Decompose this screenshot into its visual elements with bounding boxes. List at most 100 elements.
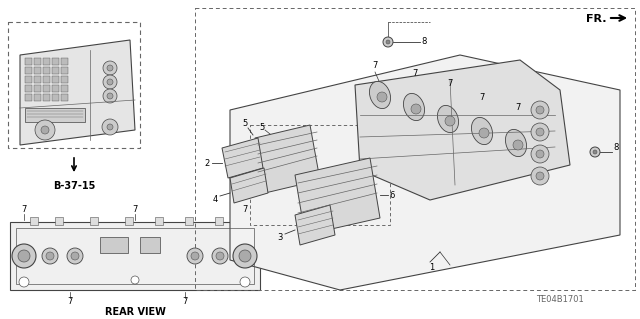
Bar [30, 217, 38, 225]
Text: 7: 7 [515, 102, 521, 112]
Circle shape [531, 145, 549, 163]
Polygon shape [255, 125, 320, 193]
Bar [43, 94, 50, 101]
Circle shape [531, 123, 549, 141]
Bar [25, 94, 32, 101]
Circle shape [479, 128, 489, 138]
Bar [25, 108, 85, 122]
Text: FR.: FR. [586, 14, 606, 24]
Bar [43, 67, 50, 74]
Circle shape [107, 93, 113, 99]
Circle shape [240, 277, 250, 287]
Text: 7: 7 [447, 79, 452, 88]
Text: 7: 7 [67, 298, 73, 307]
Circle shape [513, 140, 523, 150]
Text: REAR VIEW: REAR VIEW [104, 307, 165, 317]
Bar [52, 76, 59, 83]
Circle shape [19, 277, 29, 287]
Bar [43, 85, 50, 92]
Circle shape [590, 147, 600, 157]
Polygon shape [295, 205, 335, 245]
Bar [34, 94, 41, 101]
Polygon shape [230, 55, 620, 290]
Text: 7: 7 [21, 205, 27, 214]
Text: 2: 2 [204, 159, 210, 167]
Text: TE04B1701: TE04B1701 [536, 295, 584, 305]
Circle shape [107, 79, 113, 85]
Text: B-37-15: B-37-15 [53, 181, 95, 191]
Text: 7: 7 [243, 205, 248, 214]
Bar [61, 94, 68, 101]
Circle shape [536, 128, 544, 136]
Circle shape [593, 150, 597, 154]
Polygon shape [20, 40, 135, 145]
Bar [61, 67, 68, 74]
Ellipse shape [403, 93, 424, 121]
Bar [10, 222, 260, 290]
Bar [215, 217, 223, 225]
Bar [43, 76, 50, 83]
Text: 5: 5 [243, 120, 248, 129]
Ellipse shape [472, 117, 493, 145]
Circle shape [386, 40, 390, 44]
Bar [25, 67, 32, 74]
Circle shape [216, 252, 224, 260]
Circle shape [103, 61, 117, 75]
Text: 8: 8 [613, 144, 619, 152]
Text: 4: 4 [212, 195, 218, 204]
Bar [185, 217, 193, 225]
Circle shape [131, 276, 139, 284]
Text: 7: 7 [412, 70, 418, 78]
Text: 1: 1 [429, 263, 435, 272]
Circle shape [102, 119, 118, 135]
Bar [90, 217, 98, 225]
Bar [100, 237, 128, 253]
Circle shape [531, 101, 549, 119]
Polygon shape [222, 138, 263, 178]
Circle shape [71, 252, 79, 260]
Circle shape [35, 120, 55, 140]
Circle shape [107, 65, 113, 71]
Bar [34, 85, 41, 92]
Bar [25, 76, 32, 83]
Bar [155, 217, 163, 225]
Circle shape [445, 116, 455, 126]
Bar [61, 85, 68, 92]
Text: 6: 6 [389, 190, 395, 199]
Circle shape [187, 248, 203, 264]
Circle shape [536, 150, 544, 158]
Polygon shape [230, 168, 268, 203]
Text: 7: 7 [372, 62, 378, 70]
Ellipse shape [438, 105, 458, 133]
Bar [25, 85, 32, 92]
Bar [52, 67, 59, 74]
Circle shape [536, 172, 544, 180]
Bar [52, 94, 59, 101]
Bar [55, 217, 63, 225]
Bar [195, 8, 635, 290]
Circle shape [42, 248, 58, 264]
Bar [34, 67, 41, 74]
Circle shape [103, 75, 117, 89]
Bar [43, 58, 50, 65]
Circle shape [239, 250, 251, 262]
Circle shape [46, 252, 54, 260]
Circle shape [107, 124, 113, 130]
Circle shape [377, 92, 387, 102]
Circle shape [67, 248, 83, 264]
Bar [125, 217, 133, 225]
Bar [34, 76, 41, 83]
Bar [61, 76, 68, 83]
Polygon shape [355, 60, 570, 200]
Bar [140, 237, 160, 253]
Polygon shape [295, 158, 380, 235]
Circle shape [212, 248, 228, 264]
Bar [250, 125, 390, 225]
Bar [25, 58, 32, 65]
Circle shape [12, 244, 36, 268]
Bar [52, 58, 59, 65]
Circle shape [383, 37, 393, 47]
Bar [61, 58, 68, 65]
Bar [8, 22, 140, 148]
Bar [34, 58, 41, 65]
